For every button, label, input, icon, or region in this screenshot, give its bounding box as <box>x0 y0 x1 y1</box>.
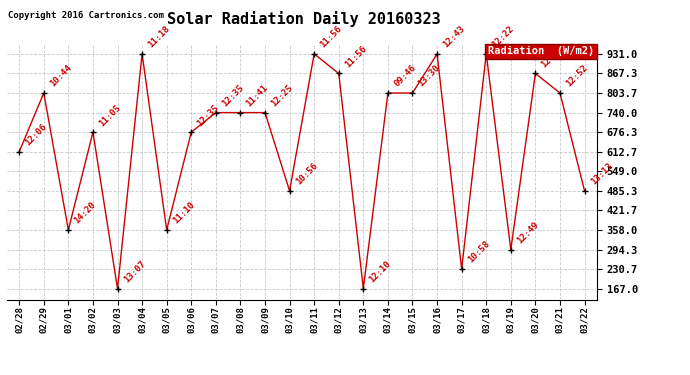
Text: 12:43: 12:43 <box>441 24 466 50</box>
Text: 11:41: 11:41 <box>244 83 270 108</box>
Text: 11:18: 11:18 <box>146 24 172 50</box>
Text: 12:06: 12:06 <box>23 122 49 147</box>
Text: Copyright 2016 Cartronics.com: Copyright 2016 Cartronics.com <box>8 11 164 20</box>
Text: 10:56: 10:56 <box>294 161 319 187</box>
Text: Solar Radiation Daily 20160323: Solar Radiation Daily 20160323 <box>167 11 440 27</box>
Text: 09:46: 09:46 <box>392 63 417 89</box>
Text: Radiation  (W/m2): Radiation (W/m2) <box>488 46 594 56</box>
Text: 14:20: 14:20 <box>72 200 98 226</box>
Text: 10:44: 10:44 <box>48 63 73 89</box>
Text: 13:07: 13:07 <box>121 259 147 285</box>
Text: 10:58: 10:58 <box>466 240 491 265</box>
Text: 11:56: 11:56 <box>318 24 344 50</box>
Text: 13:13: 13:13 <box>589 161 614 187</box>
Text: 11:05: 11:05 <box>97 103 122 128</box>
Text: 12:35: 12:35 <box>195 103 221 128</box>
Text: 12:25: 12:25 <box>269 83 295 108</box>
Text: 12:49: 12:49 <box>515 220 540 245</box>
Text: 12:35: 12:35 <box>220 83 246 108</box>
Text: 12:10: 12:10 <box>368 259 393 285</box>
Text: 12:43: 12:43 <box>540 44 565 69</box>
Text: 12:22: 12:22 <box>491 24 515 50</box>
Text: 11:56: 11:56 <box>343 44 368 69</box>
Text: 11:10: 11:10 <box>171 200 196 226</box>
Text: 12:52: 12:52 <box>564 63 589 89</box>
Text: 13:30: 13:30 <box>417 63 442 89</box>
